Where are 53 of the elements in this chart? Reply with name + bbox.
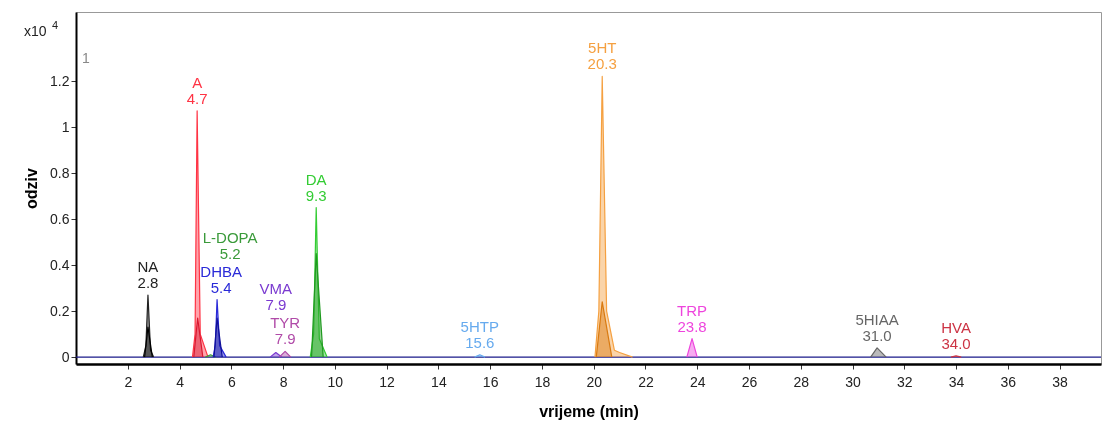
x-tick-label: 8 xyxy=(279,373,288,390)
x-tick-label: 2 xyxy=(124,373,133,390)
x-tick-label: 38 xyxy=(1052,373,1069,390)
y-tick-label: 0.6 xyxy=(50,210,70,227)
x-tick-label: 12 xyxy=(379,373,396,390)
y-tick-label: 0.8 xyxy=(50,164,70,181)
series-label: DA xyxy=(305,170,327,188)
annotation: 4.7 xyxy=(186,89,208,107)
x-tick-label: 26 xyxy=(741,373,758,390)
annotation: 2.8 xyxy=(137,273,159,291)
y-tick-label: 0.4 xyxy=(50,256,70,273)
x-tick-label: 36 xyxy=(1000,373,1017,390)
x-tick-label: 6 xyxy=(227,373,236,390)
text: L-DOPA xyxy=(202,228,258,246)
x-tick-label: 24 xyxy=(689,373,706,390)
x-tick-label: 30 xyxy=(845,373,862,390)
series-label: TYR xyxy=(270,314,301,332)
x-tick-label: 10 xyxy=(327,373,344,390)
series-label: NA xyxy=(137,257,159,275)
series-label: 5HTP xyxy=(460,317,499,335)
y-tick-label: 0 xyxy=(61,348,70,365)
x-tick-label: 14 xyxy=(431,373,447,390)
x-tick-label: 22 xyxy=(638,373,654,390)
series-label: DHBA xyxy=(200,262,242,280)
annotation: 5.4 xyxy=(210,278,232,296)
annotation: 1 xyxy=(82,50,90,66)
x-tick-label: 34 xyxy=(948,373,965,390)
annotation: 23.8 xyxy=(677,317,707,335)
text: VMA xyxy=(259,280,293,298)
y-axis-title: odziv xyxy=(23,167,41,209)
y-tick-label: 0.2 xyxy=(50,302,70,319)
annotation: 34.0 xyxy=(941,334,971,352)
series-label: A xyxy=(192,73,203,91)
y-tick-label: 1 xyxy=(61,118,70,135)
annotation: 20.3 xyxy=(587,55,617,73)
series-label: HVA xyxy=(941,318,971,336)
x-tick-label: 28 xyxy=(793,373,810,390)
annotation: 9.3 xyxy=(305,186,327,204)
annotation: 5.2 xyxy=(219,244,241,262)
annotation: 31.0 xyxy=(862,326,892,344)
series-label: 5HIAA xyxy=(855,310,899,328)
x-axis-title: vrijeme (min) xyxy=(539,402,639,420)
series-label: TRP xyxy=(677,301,708,319)
x-tick-label: 16 xyxy=(482,373,499,390)
y-tick-label: 1.2 xyxy=(50,72,70,89)
x-tick-label: 4 xyxy=(176,373,185,390)
x-tick-label: 20 xyxy=(586,373,603,390)
x-tick-label: 32 xyxy=(896,373,913,390)
x-tick-label: 18 xyxy=(534,373,551,390)
annotation: 15.6 xyxy=(465,333,495,351)
series-label: 5HT xyxy=(588,39,617,57)
annotation: 7.9 xyxy=(265,296,287,314)
annotation: 7.9 xyxy=(274,330,296,348)
